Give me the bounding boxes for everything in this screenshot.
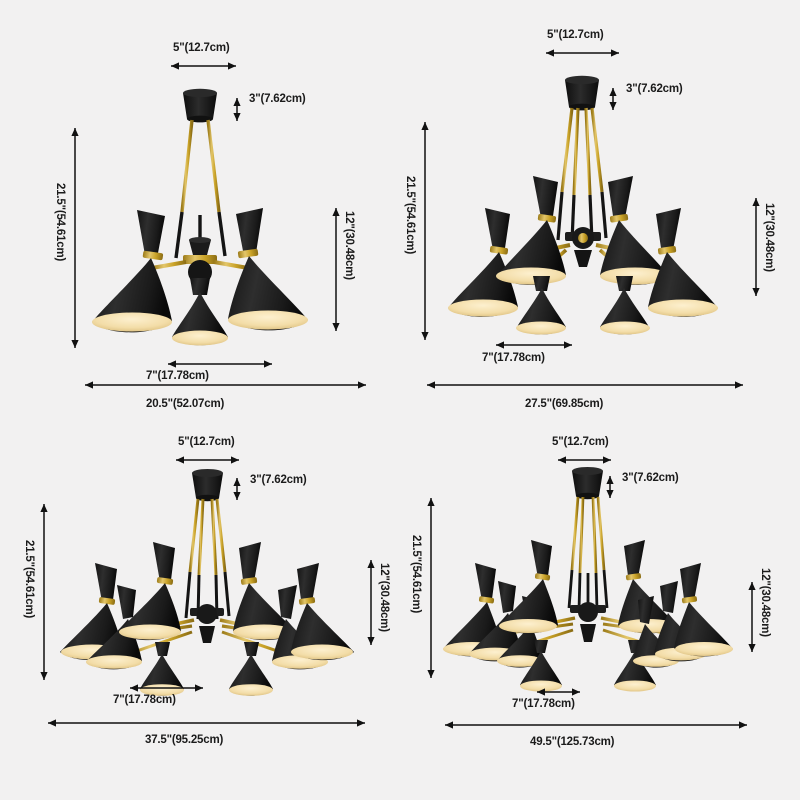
lamp-shade — [140, 642, 184, 696]
lamp-shade — [648, 208, 718, 317]
total-height-label: 21.5"(54.61cm) — [410, 535, 422, 614]
lamp-shade — [60, 563, 123, 661]
canopy-height-label: 3"(7.62cm) — [249, 93, 306, 105]
lamp-shade — [172, 278, 228, 346]
canopy-height-label: 3"(7.62cm) — [622, 472, 679, 484]
lamp-shade — [233, 542, 296, 641]
chandelier-illustration-10-light — [60, 469, 354, 696]
center-hub — [570, 602, 606, 642]
canopy-width-label: 5"(12.7cm) — [552, 436, 609, 448]
brass-arms — [151, 260, 249, 270]
suspension-rods — [556, 107, 608, 242]
canopy-height-label: 3"(7.62cm) — [250, 474, 307, 486]
shade-width-label: 7"(17.78cm) — [113, 694, 176, 706]
lamp-shade — [228, 208, 308, 331]
dimension-lines-10-light — [40, 456, 375, 727]
total-height-label: 21.5"(54.61cm) — [23, 540, 35, 619]
lamp-shade — [600, 276, 650, 335]
lamp-shade — [291, 563, 354, 661]
lamp-shade — [448, 208, 518, 317]
chandelier-panel-12-light: 5"(12.7cm) 3"(7.62cm) 21.5"(54.61cm) 12"… — [400, 400, 800, 800]
lamp-shade — [674, 563, 733, 657]
total-height-label: 21.5"(54.61cm) — [404, 176, 416, 255]
lamp-shade — [520, 640, 562, 692]
canopy-width-label: 5"(12.7cm) — [173, 42, 230, 54]
suspension-rods — [174, 119, 227, 262]
ceiling-canopy — [565, 75, 599, 111]
shade-height-label: 12"(30.48cm) — [343, 211, 355, 280]
lamp-shade — [229, 642, 273, 696]
total-height-label: 21.5"(54.61cm) — [54, 183, 66, 262]
chandelier-illustration-3-light — [92, 88, 308, 346]
center-hub — [565, 227, 601, 267]
dimension-lines-12-light — [427, 456, 756, 729]
chandelier-illustration-12-light — [443, 467, 733, 692]
dimension-lines-6-light — [421, 49, 760, 389]
lamp-shade — [516, 276, 566, 335]
overall-width-label: 27.5"(69.85cm) — [525, 398, 604, 410]
lamp-shade — [92, 210, 172, 333]
dimension-lines-3-light — [71, 62, 366, 389]
lamp-shade — [118, 542, 181, 641]
shade-width-label: 7"(17.78cm) — [146, 370, 209, 382]
chandelier-illustration-6-light — [448, 75, 718, 335]
shade-height-label: 12"(30.48cm) — [378, 563, 390, 632]
overall-width-label: 20.5"(52.07cm) — [146, 398, 225, 410]
lamp-shade — [496, 176, 566, 285]
overall-width-label: 49.5"(125.73cm) — [530, 736, 615, 748]
suspension-rods — [567, 496, 609, 611]
canopy-width-label: 5"(12.7cm) — [178, 436, 235, 448]
shade-width-label: 7"(17.78cm) — [512, 698, 575, 710]
chandelier-panel-10-light: 5"(12.7cm) 3"(7.62cm) 21.5"(54.61cm) 12"… — [0, 400, 400, 800]
canopy-height-label: 3"(7.62cm) — [626, 83, 683, 95]
canopy-width-label: 5"(12.7cm) — [547, 29, 604, 41]
center-hub — [190, 604, 224, 643]
ceiling-canopy — [572, 467, 603, 500]
overall-width-label: 37.5"(95.25cm) — [145, 734, 224, 746]
chandelier-panel-3-light: 5"(12.7cm) 3"(7.62cm) 21.5"(54.61cm) 12"… — [0, 0, 400, 410]
shade-height-label: 12"(30.48cm) — [763, 203, 775, 272]
chandelier-panel-6-light: 5"(12.7cm) 3"(7.62cm) 21.5"(54.61cm) 12"… — [400, 0, 800, 410]
lamp-shade — [499, 540, 558, 634]
shade-width-label: 7"(17.78cm) — [482, 352, 545, 364]
shade-height-label: 12"(30.48cm) — [759, 568, 771, 637]
